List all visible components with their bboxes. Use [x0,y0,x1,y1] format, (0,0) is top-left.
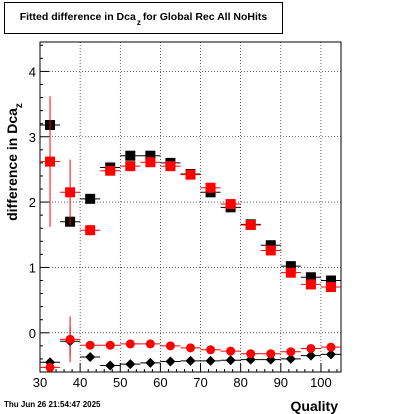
data-point-square [325,282,336,293]
data-point-square [305,279,316,290]
data-point-circle [65,334,75,344]
data-point-diamond [185,355,196,366]
data-point-circle [105,340,115,350]
data-point-diamond [105,360,116,371]
data-point-square [105,165,116,176]
x-tick-label: 70 [193,375,207,390]
data-point-circle [125,339,135,349]
data-point-square [245,219,256,230]
data-point-square [145,157,156,168]
data-point-diamond [325,349,336,360]
y-tick-label: 1 [29,260,36,275]
data-point-circle [206,345,216,355]
data-point-square [265,240,276,251]
x-tick-label: 90 [274,375,288,390]
data-point-square [305,272,316,283]
data-point-circle [306,343,316,353]
x-tick-label: 80 [233,375,247,390]
x-tick-label: 50 [113,375,127,390]
data-point-circle [85,340,95,350]
data-point-square [205,182,216,193]
data-point-square [185,169,196,180]
series-3 [40,316,341,372]
data-point-square [145,150,156,161]
data-point-square [285,267,296,278]
data-point-square [165,161,176,172]
x-tick-label: 60 [153,375,167,390]
data-point-diamond [145,357,156,368]
data-point-circle [145,339,155,349]
grid-layer [40,42,341,372]
plot-frame [39,41,342,373]
y-axis-label: difference in Dcaz [4,103,25,221]
y-tick-label: 4 [29,64,36,79]
y-axis-label-main: difference in Dca [4,108,20,221]
data-point-diamond [285,353,296,364]
data-point-square [285,261,296,272]
data-point-square [45,156,56,167]
data-point-circle [286,347,296,357]
data-point-circle [45,362,55,372]
y-tick-label: 3 [29,130,36,145]
data-point-diamond [125,359,136,370]
chart-title: Fitted difference in Dcaz for Global Rec … [5,11,282,27]
chart-title-subscript: z [136,18,141,27]
series-0 [40,119,341,286]
data-point-circle [186,343,195,353]
y-tick-label: 0 [29,326,36,341]
data-layer [40,96,341,372]
data-point-square [225,199,236,210]
data-point-diamond [205,355,216,366]
data-point-square [265,245,276,256]
series-1 [40,96,341,293]
data-point-diamond [85,351,96,362]
x-tick-label: 30 [33,375,47,390]
datestamp: Thu Jun 26 21:54:47 2025 [4,400,101,409]
data-point-circle [165,341,175,351]
data-point-diamond [225,355,236,366]
x-axis-label: Quality [291,398,339,414]
data-point-square [325,275,336,286]
data-point-circle [326,342,336,352]
data-point-circle [226,346,236,356]
data-point-square [85,193,96,204]
data-point-diamond [165,356,176,367]
data-point-square [125,150,136,161]
chart-title-box: Fitted difference in Dcaz for Global Rec … [4,2,283,34]
data-point-square [65,187,76,198]
chart-title-rest: for Global Rec All NoHits [142,11,268,23]
data-point-circle [266,349,276,359]
data-point-square [125,161,136,172]
x-tick-label: 40 [73,375,87,390]
data-point-square [85,225,96,236]
y-axis-label-subscript: z [14,103,25,108]
y-tick-label: 2 [29,195,36,210]
x-tick-label: 100 [310,375,332,390]
chart-title-main: Fitted difference in Dca [19,11,136,23]
tick-layer: 30 40 50 60 70 80 90 100 0 1 2 3 4 [29,44,338,390]
data-point-diamond [305,350,316,361]
data-point-circle [246,349,256,359]
